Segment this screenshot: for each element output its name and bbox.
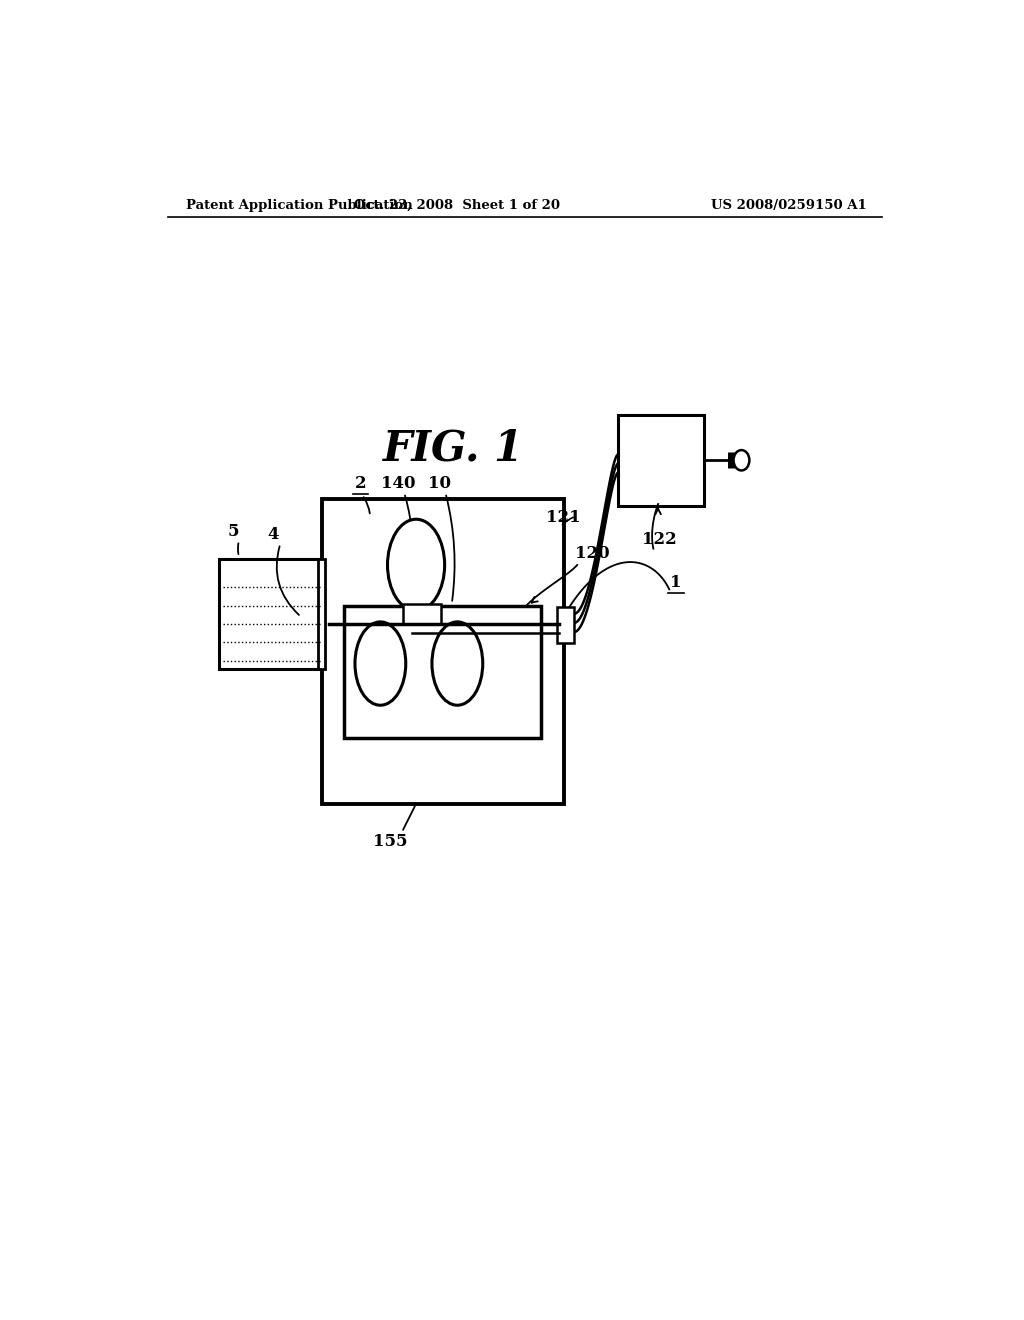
Bar <box>618 414 705 506</box>
Ellipse shape <box>432 622 482 705</box>
Text: FIG. 1: FIG. 1 <box>383 428 524 469</box>
Bar <box>557 607 574 643</box>
Text: Oct. 23, 2008  Sheet 1 of 20: Oct. 23, 2008 Sheet 1 of 20 <box>354 199 560 213</box>
Ellipse shape <box>355 622 406 705</box>
Text: 5: 5 <box>227 523 240 540</box>
Text: 120: 120 <box>574 545 609 562</box>
Text: 4: 4 <box>267 525 279 543</box>
Ellipse shape <box>387 519 444 611</box>
Text: 122: 122 <box>642 531 677 548</box>
Circle shape <box>733 450 750 470</box>
Bar <box>323 499 564 804</box>
Bar <box>219 558 321 669</box>
Text: 155: 155 <box>373 833 408 850</box>
Text: 2: 2 <box>354 475 367 492</box>
Bar <box>318 558 325 669</box>
Text: 140: 140 <box>381 475 415 492</box>
Text: US 2008/0259150 A1: US 2008/0259150 A1 <box>712 199 867 213</box>
Text: 121: 121 <box>546 510 581 527</box>
Bar <box>344 606 541 738</box>
Text: 10: 10 <box>428 475 452 492</box>
Text: Patent Application Publication: Patent Application Publication <box>186 199 413 213</box>
Text: 1: 1 <box>670 574 681 591</box>
Bar <box>403 603 441 624</box>
